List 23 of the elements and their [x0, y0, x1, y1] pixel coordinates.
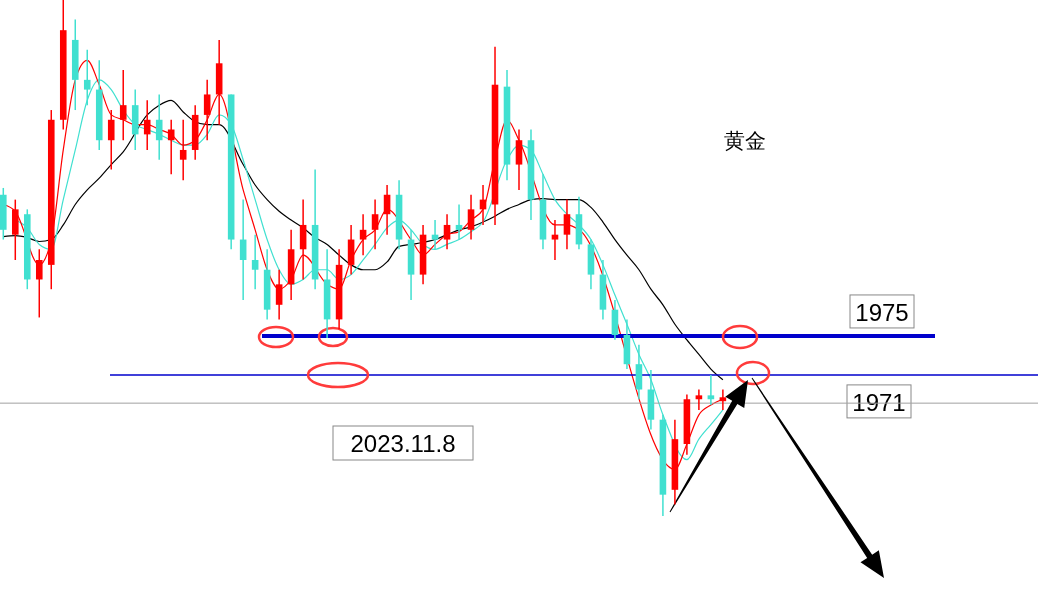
candlestick [563, 198, 571, 251]
candlestick [431, 219, 439, 251]
candlestick [551, 219, 559, 261]
candlestick [203, 79, 211, 141]
candlestick [359, 213, 367, 256]
ref-line-label: 1975 [855, 298, 909, 326]
candlestick [143, 99, 151, 151]
annotation: 2023.11.8 [350, 430, 456, 457]
candlestick [35, 248, 43, 319]
candlestick [443, 213, 451, 251]
candlestick [251, 233, 259, 290]
ref-line-label: 1971 [852, 388, 906, 416]
candlestick [107, 109, 115, 171]
candlestick [695, 388, 703, 411]
candlestick [371, 198, 379, 251]
candlestick [155, 93, 163, 161]
candlestick [119, 69, 127, 141]
candlestick [275, 268, 283, 321]
candlestick [707, 374, 715, 406]
candlestick [455, 203, 463, 241]
text: 黄金 [724, 129, 766, 152]
candlestick [467, 194, 475, 241]
candlestick [179, 119, 187, 181]
